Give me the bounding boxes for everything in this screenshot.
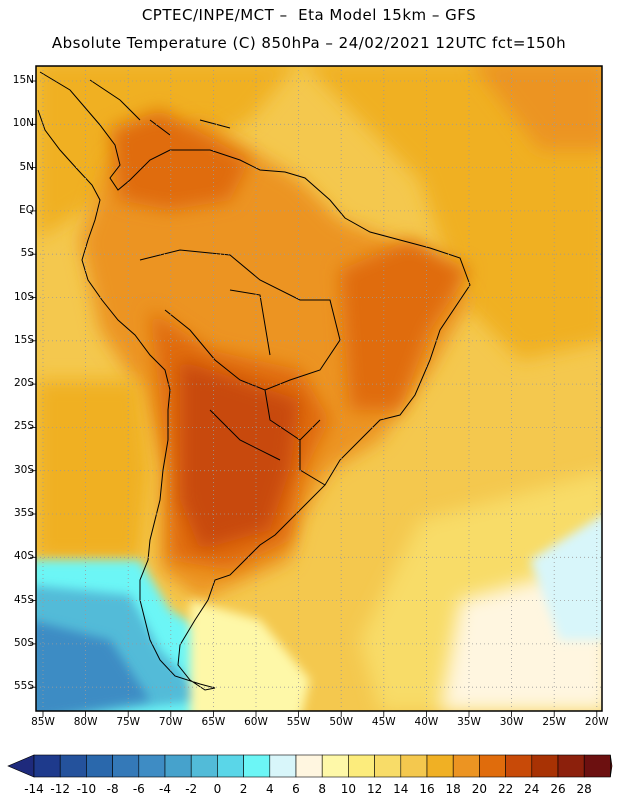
lat-label: 30S (13, 463, 34, 476)
colorbar-label: -10 (76, 782, 97, 796)
interior-borders (139, 249, 341, 391)
map-frame (35, 65, 603, 712)
colorbar-over-arrow (610, 754, 613, 778)
lon-label: 65W (201, 716, 226, 728)
colorbar-swatch (583, 754, 611, 778)
field-brazil-east-hot (340, 240, 470, 410)
lat-label: 55S (13, 680, 34, 693)
lon-label: 25W (542, 716, 567, 728)
lat-label: 40S (13, 550, 34, 563)
graticule (30, 66, 602, 717)
lat-label: 10S (13, 290, 34, 303)
colorbar-label: 22 (497, 782, 514, 796)
colorbar-swatch (479, 754, 506, 778)
field-interior-hotter (180, 360, 300, 550)
country-borders (209, 289, 326, 486)
lon-label: 20W (584, 716, 609, 728)
colorbar-label: 12 (366, 782, 383, 796)
colorbar-under-arrow (7, 754, 35, 778)
field-south-atlantic-coolest (530, 515, 602, 640)
field-atlantic-warm (306, 66, 602, 360)
colorbar-swatch (190, 754, 218, 778)
colorbar-label: 18 (445, 782, 461, 796)
colorbar-label: 28 (576, 782, 592, 796)
continent-outline (37, 71, 471, 691)
lon-label: 50W (329, 716, 354, 728)
lat-label: 35S (13, 507, 34, 519)
colorbar-swatch (243, 754, 271, 778)
coastlines (37, 71, 471, 691)
field-atlantic-warmer (474, 66, 602, 150)
lon-label: 75W (116, 716, 141, 728)
colorbar-swatch (426, 754, 454, 778)
field-north-hot (110, 110, 250, 210)
map-title-line-1: CPTEC/INPE/MCT – Eta Model 15km – GFS (141, 6, 477, 24)
colorbar-swatch (217, 754, 244, 778)
lon-label: 55W (286, 716, 311, 728)
colorbar-label: -8 (106, 782, 119, 796)
color-scale-bar (7, 754, 613, 778)
colorbar-label: 2 (239, 782, 248, 796)
lon-label: 30W (499, 716, 524, 728)
field-patagonia-shelf (190, 600, 310, 711)
colorbar-label: 24 (524, 782, 540, 796)
lat-label: 45S (13, 593, 34, 606)
lon-label: 35W (457, 716, 481, 728)
lat-label: 50S (13, 636, 34, 649)
colorbar-label: -2 (185, 782, 198, 796)
colorbar-swatch (112, 754, 140, 778)
lat-label: 20S (13, 377, 34, 390)
colorbar-label: 10 (340, 782, 357, 796)
colorbar-swatch (400, 754, 428, 778)
colorbar-swatch (164, 754, 192, 778)
temperature-field (36, 66, 602, 711)
lat-label: 15S (13, 333, 34, 346)
lon-label: 60W (244, 716, 268, 728)
colorbar-label: 20 (471, 782, 488, 796)
lat-label: 5N (19, 160, 34, 173)
colorbar-label: 8 (318, 782, 326, 796)
colorbar-swatch (505, 754, 533, 778)
colorbar-swatch (59, 754, 87, 778)
lon-label: 40W (414, 716, 439, 728)
lat-label: 10N (12, 117, 34, 130)
lat-label: 25S (13, 420, 34, 433)
colorbar-swatch (452, 754, 480, 778)
colorbar-swatch (86, 754, 113, 778)
colorbar-swatch (374, 754, 402, 778)
colorbar-swatch (557, 754, 585, 778)
colorbar-label: -12 (50, 782, 70, 796)
colorbar-swatch (295, 754, 323, 778)
colorbar-label: -4 (159, 782, 171, 796)
colorbar-label: -14 (24, 782, 44, 796)
colorbar-label: -6 (132, 782, 145, 796)
colorbar-swatch (138, 754, 166, 778)
colorbar-label: 4 (265, 782, 274, 796)
caribbean-coast (89, 79, 231, 136)
colorbar-swatch (531, 754, 559, 778)
map-title-line-2: Absolute Temperature (C) 850hPa – 24/02/… (51, 34, 567, 52)
colorbar-swatch (33, 754, 61, 778)
colorbar-swatch (321, 754, 349, 778)
colorbar-label: 6 (292, 782, 300, 796)
lon-label: 85W (31, 716, 55, 728)
colorbar-label: 26 (550, 782, 566, 796)
colorbar-label: 14 (393, 782, 409, 796)
colorbar-swatch (269, 754, 297, 778)
colorbar-label: 16 (419, 782, 435, 796)
lon-label: 45W (371, 716, 396, 728)
lon-label: 70W (158, 716, 183, 728)
field-pacific-band (36, 380, 150, 560)
lat-label: EQ (19, 203, 34, 216)
colorbar-label: 0 (213, 782, 222, 796)
lon-label: 80W (73, 716, 98, 728)
colorbar-swatch (348, 754, 375, 778)
lat-label: 5S (20, 247, 34, 260)
lat-label: 15N (12, 74, 34, 86)
